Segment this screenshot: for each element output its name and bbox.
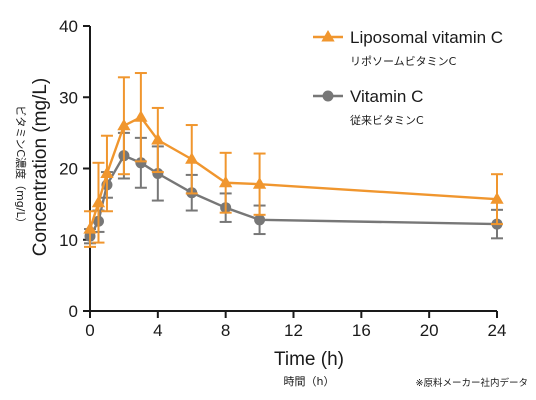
series-liposomal-vitamin-c [83, 72, 504, 248]
data-point-triangle [252, 177, 267, 189]
data-point-triangle [91, 195, 106, 208]
x-tick-label: 16 [352, 321, 371, 340]
data-point-triangle [134, 110, 148, 122]
x-tick-label: 24 [488, 321, 507, 340]
legend-label: Vitamin C [350, 87, 423, 106]
x-tick-label: 4 [153, 321, 162, 340]
y-tick-label: 10 [59, 231, 78, 250]
x-tick-label: 12 [284, 321, 303, 340]
y-tick-label: 30 [59, 88, 78, 107]
y-axis-subtitle: ビタミンC濃度（mg/L） [14, 105, 28, 228]
series-vitamin-c [84, 131, 503, 245]
series-layer [83, 72, 504, 248]
data-point-circle [254, 214, 266, 226]
y-tick-label: 0 [69, 302, 78, 321]
data-point-triangle [100, 166, 114, 179]
legend-sublabel: リポソームビタミンC [350, 55, 457, 68]
x-ticks: 0 4 8 12 16 20 24 [85, 311, 506, 340]
legend-marker-circle [322, 90, 334, 102]
data-point-triangle [151, 133, 165, 145]
series-line [88, 115, 498, 230]
data-point-triangle [185, 152, 199, 164]
data-point-circle [152, 167, 164, 179]
x-axis-subtitle: 時間（h） [284, 375, 335, 388]
data-point-triangle [83, 222, 97, 234]
legend-item: Liposomal vitamin C リポソームビタミンC [313, 28, 503, 68]
data-point-triangle [490, 192, 504, 204]
data-point-circle [135, 157, 147, 169]
data-point-triangle [117, 118, 131, 131]
y-tick-label: 40 [59, 17, 78, 36]
legend: Liposomal vitamin C リポソームビタミンC Vitamin C 従来… [313, 28, 503, 127]
legend-marker-triangle [321, 30, 335, 42]
series-line [88, 154, 498, 237]
y-axis-title: Concentration (mg/L) [30, 78, 51, 256]
axes: 0 4 8 12 16 20 24 0 10 20 30 40 [59, 17, 506, 340]
source-note: ※原料メーカー社内データ [416, 377, 528, 389]
data-point-triangle [219, 175, 233, 188]
legend-label: Liposomal vitamin C [350, 28, 503, 47]
legend-item: Vitamin C 従来ビタミンC [313, 87, 424, 127]
x-tick-label: 20 [420, 321, 439, 340]
y-tick-label: 20 [59, 160, 78, 179]
x-tick-label: 8 [221, 321, 230, 340]
x-axis-title: Time (h) [274, 349, 344, 370]
y-ticks: 0 10 20 30 40 [59, 17, 90, 321]
legend-sublabel: 従来ビタミンC [350, 114, 424, 127]
x-tick-label: 0 [85, 321, 94, 340]
